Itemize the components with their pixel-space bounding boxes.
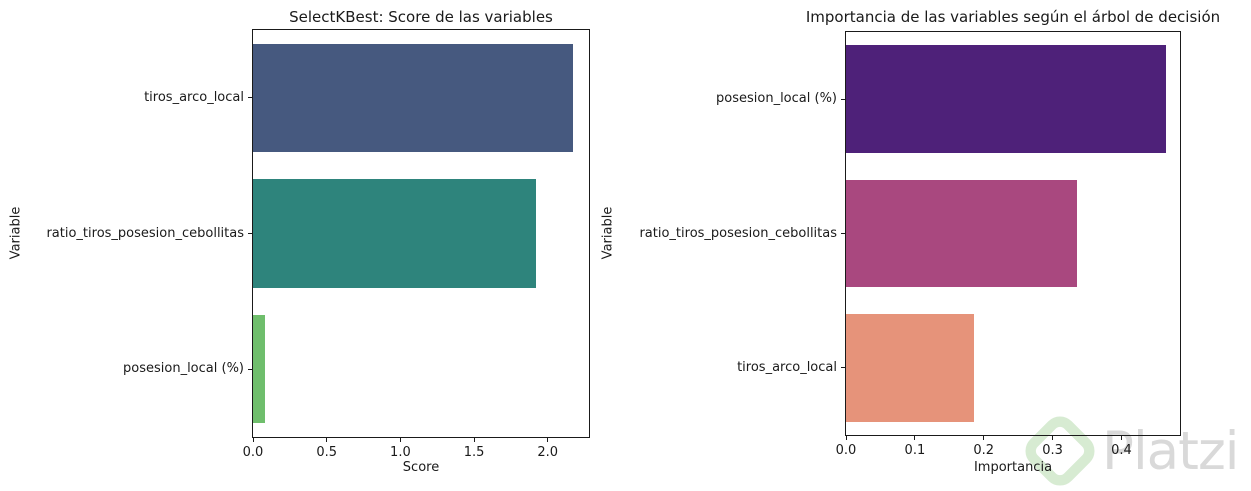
x-tick bbox=[1121, 436, 1122, 440]
x-tick-label: 0.4 bbox=[1111, 443, 1132, 458]
y-tick-label: tiros_arco_local bbox=[144, 89, 244, 105]
y-tick-label: posesion_local (%) bbox=[716, 91, 837, 107]
y-tick bbox=[841, 98, 845, 100]
platzi-logo-icon bbox=[1025, 416, 1095, 486]
x-tick-label: 0.3 bbox=[1042, 443, 1063, 458]
y-tick bbox=[841, 367, 845, 369]
bar-ratio-tiros-posesion-cebollitas bbox=[846, 179, 1077, 288]
x-axis-label: Importancia bbox=[973, 460, 1053, 475]
x-axis-label: Score bbox=[402, 460, 440, 475]
x-tick-label: 0.2 bbox=[973, 443, 995, 458]
chart-title: SelectKBest: Score de las variables bbox=[289, 8, 553, 26]
x-tick bbox=[547, 438, 549, 442]
y-tick bbox=[248, 233, 252, 234]
x-tick bbox=[983, 436, 985, 440]
x-tick-label: 0.1 bbox=[904, 443, 926, 458]
bar-posesion-local bbox=[846, 45, 1166, 153]
y-tick-label: ratio_tiros_posesion_cebollitas bbox=[639, 225, 837, 241]
x-tick bbox=[914, 436, 916, 440]
chart-title: Importancia de las variables según el ár… bbox=[805, 8, 1221, 26]
x-tick-label: 0.0 bbox=[835, 443, 857, 458]
x-tick bbox=[473, 438, 475, 442]
x-tick-label: 0.0 bbox=[242, 445, 264, 460]
x-tick bbox=[1052, 436, 1054, 440]
bar-posesion-local bbox=[253, 314, 265, 424]
y-tick-label: ratio_tiros_posesion_cebollitas bbox=[46, 225, 244, 241]
bar-tiros-arco-local bbox=[253, 43, 573, 153]
y-tick-label: posesion_local (%) bbox=[123, 361, 244, 377]
watermark-text: Platzi bbox=[1102, 420, 1239, 482]
y-tick-label: tiros_arco_local bbox=[737, 359, 837, 375]
y-tick bbox=[248, 368, 252, 370]
x-tick-label: 0.5 bbox=[316, 445, 338, 460]
y-tick bbox=[841, 233, 845, 234]
x-tick bbox=[399, 438, 401, 442]
x-tick bbox=[845, 436, 847, 440]
x-tick bbox=[326, 438, 328, 442]
y-tick bbox=[248, 97, 252, 99]
bar-ratio-tiros-posesion-cebollitas bbox=[253, 179, 536, 288]
x-tick bbox=[252, 438, 254, 442]
x-tick-label: 1.0 bbox=[390, 445, 411, 460]
x-tick-label: 2.0 bbox=[537, 445, 559, 460]
plot-area bbox=[845, 31, 1181, 436]
watermark: Platzi bbox=[1020, 412, 1251, 490]
plot-area bbox=[252, 29, 590, 438]
bar-tiros-arco-local bbox=[846, 314, 975, 422]
x-tick-label: 1.5 bbox=[463, 445, 485, 460]
